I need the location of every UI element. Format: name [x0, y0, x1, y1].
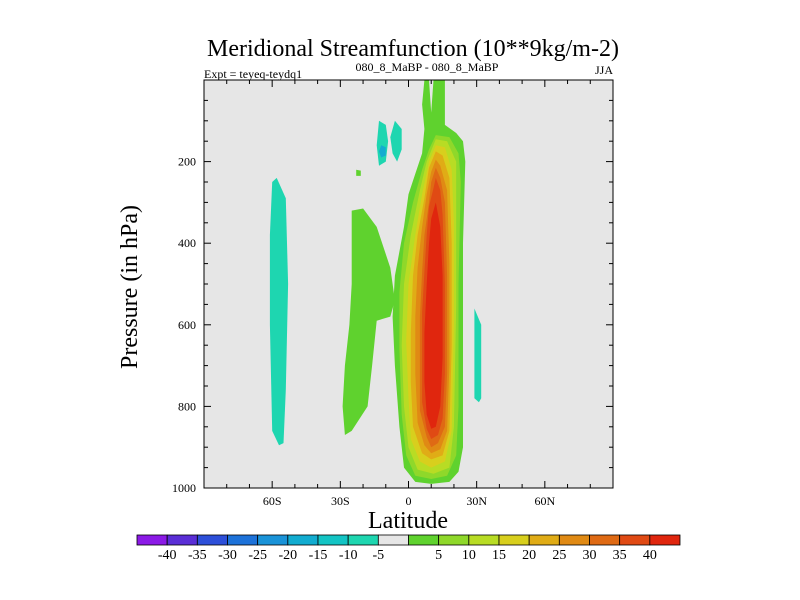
- contour-pos-45: [424, 202, 443, 429]
- colorbar-label: 30: [583, 548, 597, 563]
- y-axis-title: Pressure (in hPa): [117, 205, 143, 369]
- colorbar-label: -10: [339, 548, 358, 563]
- colorbar-label: 40: [643, 548, 657, 563]
- colorbar: -40 -35 -30 -25 -20 -15 -10 -5 5 10 15 20 25 30 35 40: [136, 534, 681, 563]
- contour-neg-upper-right: [390, 120, 402, 162]
- colorbar-label: 35: [613, 548, 627, 563]
- tick-layer: 60S 30S 0 30N 60N 200 400 600 800 1000: [172, 80, 613, 508]
- colorbar-label: 20: [522, 548, 536, 563]
- contour-layer: [269, 80, 482, 484]
- contour-neg-upper-core: [379, 145, 386, 158]
- colorbar-swatch: [589, 534, 621, 546]
- contour-neg-south-band: [269, 177, 289, 446]
- colorbar-swatch: [166, 534, 198, 546]
- season-label: JJA: [595, 63, 613, 77]
- colorbar-label: 5: [435, 548, 442, 563]
- colorbar-swatch: [468, 534, 500, 546]
- colorbar-swatch: [528, 534, 560, 546]
- plot-area: 60S 30S 0 30N 60N 200 400 600 800 1000: [172, 79, 614, 508]
- colorbar-swatch: [377, 534, 409, 546]
- colorbar-label: -15: [309, 548, 328, 563]
- colorbar-label: -5: [372, 548, 384, 563]
- y-tick-label: 400: [178, 236, 196, 250]
- colorbar-label: -25: [248, 548, 267, 563]
- colorbar-swatch: [257, 534, 289, 546]
- colorbar-label: -40: [158, 548, 177, 563]
- y-tick-label: 200: [178, 155, 196, 169]
- x-tick-label: 60S: [263, 494, 282, 508]
- colorbar-swatch: [287, 534, 319, 546]
- y-tick-label: 1000: [172, 481, 196, 495]
- experiment-label: Expt = teyeq-teydq1: [204, 67, 302, 81]
- y-tick-label: 600: [178, 318, 196, 332]
- colorbar-swatch: [347, 534, 379, 546]
- colorbar-swatch: [317, 534, 349, 546]
- colorbar-swatch: [227, 534, 259, 546]
- center-label: 080_8_MaBP - 080_8_MaBP: [356, 60, 499, 74]
- x-axis-title: Latitude: [368, 508, 448, 534]
- colorbar-swatch: [649, 534, 681, 546]
- chart-title: Meridional Streamfunction (10**9kg/m-2): [207, 36, 619, 62]
- colorbar-swatch: [136, 534, 168, 546]
- colorbar-swatch: [438, 534, 470, 546]
- x-tick-label: 60N: [534, 494, 555, 508]
- colorbar-label: -30: [218, 548, 237, 563]
- colorbar-swatch: [619, 534, 651, 546]
- colorbar-label: 10: [462, 548, 476, 563]
- colorbar-swatch: [196, 534, 228, 546]
- colorbar-swatch: [498, 534, 530, 546]
- colorbar-label: -20: [278, 548, 297, 563]
- x-tick-label: 30S: [331, 494, 350, 508]
- colorbar-label: -35: [188, 548, 207, 563]
- y-tick-label: 800: [178, 399, 196, 413]
- contour-neg-north-strip: [474, 308, 482, 403]
- colorbar-label: 25: [552, 548, 566, 563]
- colorbar-swatch: [558, 534, 590, 546]
- contour-pos-small-blob: [356, 169, 361, 176]
- x-tick-label: 30N: [466, 494, 487, 508]
- colorbar-swatch: [408, 534, 440, 546]
- contour-pos-side-lobe: [342, 208, 395, 435]
- x-tick-label: 0: [406, 494, 412, 508]
- colorbar-label: 15: [492, 548, 506, 563]
